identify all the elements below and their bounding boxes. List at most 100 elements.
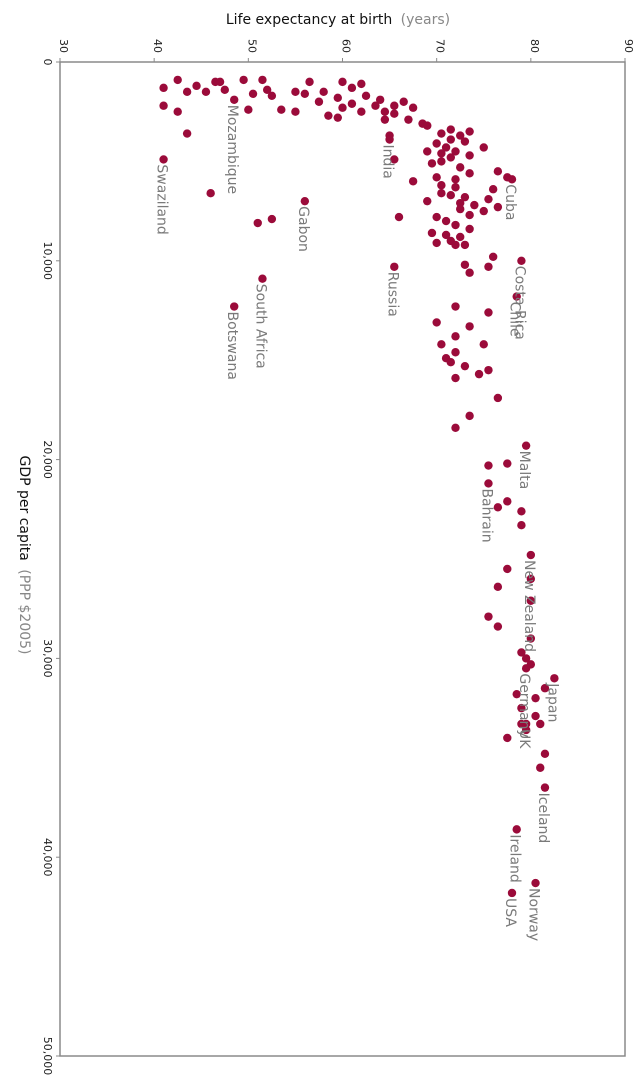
data-point — [324, 111, 333, 120]
data-point — [531, 693, 540, 703]
data-point — [465, 151, 474, 160]
data-point — [474, 369, 484, 379]
data-point — [460, 240, 470, 250]
data-point — [488, 252, 498, 262]
data-point — [451, 423, 460, 432]
data-point — [338, 103, 347, 112]
data-point — [437, 129, 446, 138]
data-point — [408, 103, 418, 112]
data-point — [159, 155, 168, 164]
data-point — [300, 196, 310, 206]
data-point — [305, 77, 314, 87]
country-label: Botswana — [224, 312, 240, 380]
data-point — [493, 202, 503, 212]
data-point — [465, 268, 474, 277]
data-point — [291, 87, 300, 97]
data-point — [465, 322, 474, 331]
data-point — [239, 75, 248, 85]
data-point — [446, 153, 455, 162]
data-point — [446, 357, 455, 367]
data-point — [437, 189, 446, 198]
data-point — [456, 131, 465, 140]
data-point — [460, 137, 470, 146]
country-label: UK — [516, 729, 532, 749]
data-point — [517, 507, 526, 516]
data-point — [446, 135, 455, 144]
data-point — [451, 147, 460, 156]
data-point — [182, 87, 192, 97]
data-point — [465, 169, 474, 178]
data-point — [517, 521, 526, 530]
data-point — [526, 550, 536, 560]
data-point — [333, 93, 342, 102]
data-point — [432, 318, 441, 327]
y-axis-title-text: Life expectancy at birth — [226, 12, 392, 28]
data-point — [390, 109, 399, 118]
country-label: Bahrain — [478, 488, 494, 542]
country-label: Russia — [384, 272, 400, 317]
data-point — [451, 302, 460, 311]
country-label: Costa Rica — [511, 266, 527, 340]
country-label: Malta — [516, 451, 532, 490]
data-point — [479, 206, 488, 216]
data-point — [244, 105, 253, 114]
data-point — [451, 240, 460, 250]
data-point — [441, 143, 451, 152]
data-point — [470, 200, 479, 210]
x-tick-label: 10,000 — [41, 242, 54, 281]
data-point — [446, 190, 455, 200]
data-point — [446, 125, 455, 134]
country-label: Gabon — [295, 206, 311, 252]
data-point — [314, 97, 324, 106]
data-point — [484, 479, 493, 488]
y-axis-unit: (years) — [401, 12, 450, 28]
data-point — [484, 365, 493, 375]
y-tick-label: 90 — [622, 39, 635, 53]
data-point — [540, 684, 550, 693]
data-point — [432, 238, 441, 248]
data-point — [258, 274, 267, 283]
data-point — [220, 85, 229, 95]
data-point — [503, 564, 512, 574]
x-axis-title-text: GDP per capita — [16, 455, 32, 560]
data-point — [390, 262, 399, 271]
data-point — [493, 503, 503, 512]
data-point — [540, 749, 550, 759]
data-point — [493, 393, 503, 403]
data-point — [484, 194, 493, 204]
data-point — [248, 89, 258, 99]
y-axis-title: Life expectancy at birth (years) — [226, 12, 450, 28]
data-point — [512, 292, 521, 301]
country-label: New Zealand — [521, 560, 537, 652]
data-point — [262, 85, 272, 95]
data-point — [408, 177, 418, 186]
country-labels: Swaziland Mozambique India Gabon Cuba Russia S… — [154, 105, 561, 941]
country-label: USA — [502, 898, 518, 927]
y-axis-ticks: 30 40 50 60 70 80 90 — [57, 39, 635, 62]
data-point — [493, 582, 503, 592]
data-point — [526, 574, 536, 584]
data-point — [460, 192, 470, 202]
data-point — [451, 175, 460, 184]
data-point — [423, 121, 432, 130]
data-point — [456, 204, 465, 214]
data-point — [432, 173, 441, 182]
x-tick-label: 20,000 — [41, 440, 54, 479]
data-point — [512, 689, 521, 699]
data-points — [159, 75, 559, 898]
data-point — [451, 348, 460, 357]
x-axis-title: GDP per capita (PPP $2005) — [16, 455, 32, 654]
data-point — [456, 232, 465, 242]
data-point — [531, 711, 540, 721]
svg-text:Life expectancy at birth: Life expectancy at birth (years) — [226, 12, 450, 28]
country-label: Cuba — [502, 184, 518, 220]
data-point — [507, 175, 517, 184]
y-tick-label: 80 — [528, 39, 541, 53]
data-point — [536, 719, 545, 729]
data-point — [479, 143, 488, 152]
country-label: Norway — [526, 888, 542, 941]
data-point — [460, 260, 470, 269]
data-point — [521, 719, 531, 729]
data-point — [503, 459, 512, 468]
country-label: Chile — [507, 302, 523, 337]
